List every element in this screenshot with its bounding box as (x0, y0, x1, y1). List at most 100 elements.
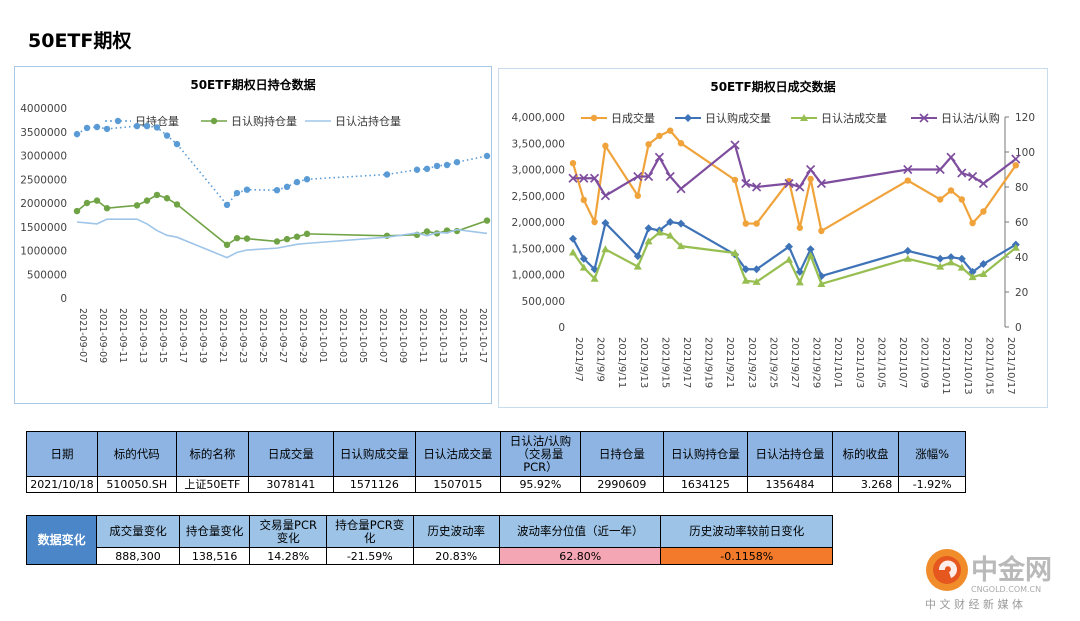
chart2-data-point (818, 227, 825, 235)
chart2-data-point (968, 267, 977, 276)
cngold-logo: 中金网 CNGOLD.COM.CN 中 文 财 经 新 媒 体 (925, 546, 1075, 614)
chart2-data-point (795, 267, 804, 276)
chart2-data-point (806, 251, 815, 259)
chart2-data-point (644, 237, 653, 245)
chart1-y-tick: 4000000 (20, 103, 67, 115)
daily-data-table: 日期 标的代码 标的名称 日成交量 日认购成交量 日认沽成交量 日认沽/认购 （交易量 PCR）… (26, 431, 966, 493)
chart2-data-point (796, 224, 803, 231)
chart2-data-point (633, 171, 643, 182)
chart1-data-point (83, 124, 91, 132)
chart1-data-point (93, 197, 101, 204)
chart1-y-tick: 2000000 (20, 198, 67, 210)
chart1-data-point (293, 233, 301, 240)
chart1-y-tick: 3500000 (20, 127, 67, 139)
chart1-data-point (133, 202, 141, 209)
chart2-x-tick: 2021/10/5 (875, 337, 886, 388)
chart2-y-right-tick: 100 (1015, 147, 1035, 159)
chart1-x-tick: 2021-09-29 (297, 308, 308, 363)
chart1-data-point (173, 140, 181, 148)
chart2-data-point (568, 173, 578, 183)
chart2-data-point (968, 171, 978, 182)
chart2-data-point (569, 234, 577, 243)
holdings-chart: 50ETF期权日持仓数据 0 500000 1000000 1500000 2000000… (20, 77, 491, 363)
chart2-data-point (633, 252, 642, 261)
logo-name: 中金网 (971, 554, 1052, 586)
chart1-y-tick: 0 (60, 293, 67, 305)
table2-header: 历史波动率较前日变化 (660, 515, 833, 548)
chart1-x-tick: 2021-09-25 (257, 308, 268, 363)
chart2-x-tick: 2021/9/27 (789, 337, 800, 388)
chart1-x-tick: 2021-09-13 (137, 308, 148, 363)
table1-header: 日认沽成交量 (415, 431, 501, 477)
table1-cell: 2021/10/18 (26, 476, 98, 493)
chart2-data-point (579, 254, 588, 263)
chart1-data-point (143, 122, 151, 130)
chart1-x-tick: 2021-10-09 (397, 308, 408, 363)
chart1-x-tick: 2021-10-13 (437, 308, 448, 363)
chart2-data-point (785, 242, 793, 251)
table2-header: 波动率分位值（近一年） (498, 515, 662, 548)
chart1-data-point (413, 166, 421, 173)
chart2-data-point (947, 258, 955, 266)
table1-header: 日期 (26, 431, 98, 477)
chart2-data-point (579, 173, 589, 183)
chart2-data-point (667, 127, 674, 134)
table2-header: 持仓量PCR变化 (326, 515, 414, 548)
chart1-x-tick: 2021-09-09 (97, 308, 108, 363)
chart1-data-point (233, 234, 241, 242)
chart2-data-point (806, 164, 816, 175)
chart2-y-left-tick: 500,000 (522, 296, 565, 308)
chart2-x-tick: 2021/10/7 (897, 337, 908, 388)
chart2-x-tick: 2021/10/3 (854, 337, 865, 388)
chart2-data-point (979, 260, 988, 268)
chart1-data-point (303, 176, 311, 183)
chart1-data-point (383, 171, 391, 178)
chart1-legend-marker (114, 117, 122, 125)
table2-header: 交易量PCR 变化 (249, 515, 328, 548)
chart2-data-point (1011, 154, 1021, 164)
chart2-data-point (590, 173, 600, 183)
table1-cell: 1634125 (662, 476, 749, 493)
chart1-data-point (273, 238, 281, 245)
chart2-y-left-tick: 3,000,000 (512, 165, 565, 177)
chart2-data-point (591, 218, 598, 226)
chart1-y-tick: 500000 (27, 269, 67, 281)
chart2-x-tick: 2021/9/13 (638, 337, 649, 388)
chart1-data-point (243, 235, 251, 242)
chart2-data-point (644, 171, 654, 182)
chart2-legend-marker (684, 114, 692, 122)
chart1-data-point (103, 205, 111, 212)
table1-cell: 95.92% (499, 476, 582, 493)
chart1-data-point (153, 191, 161, 199)
volume-chart: 50ETF期权日成交数据 0 500,000 1,000,000 1,500,000 2,… (512, 79, 1036, 395)
chart2-data-point (580, 196, 587, 204)
chart2-data-point (936, 262, 945, 270)
chart1-x-tick: 2021-10-03 (337, 308, 348, 363)
chart2-data-point (731, 176, 739, 184)
chart2-x-tick: 2021/9/29 (811, 337, 822, 388)
chart1-x-tick: 2021-09-19 (197, 308, 208, 363)
chart2-x-tick: 2021/9/19 (703, 337, 714, 388)
chart2-y-right-tick: 80 (1015, 182, 1028, 194)
table1-header: 日成交量 (248, 431, 334, 477)
chart2-data-point (742, 220, 749, 227)
chart1-x-tick: 2021-09-07 (77, 308, 88, 363)
chart1-x-tick: 2021-10-17 (477, 308, 488, 363)
chart2-data-point (947, 253, 955, 262)
chart2-data-point (980, 208, 987, 215)
table1-cell: 上证50ETF (175, 476, 250, 493)
chart2-legend-marker (800, 114, 808, 121)
chart2-data-point (654, 152, 664, 162)
chart2-data-point (677, 140, 685, 147)
chart2-data-point (785, 255, 793, 263)
table1-header: 日认购持仓量 (662, 431, 749, 477)
table1-cell: 1507015 (415, 476, 501, 493)
change-data-table: 数据变化 成交量变化 持仓量变化 交易量PCR 变化 持仓量PCR变化历史波动率 波动率分位… (25, 515, 833, 565)
table1-header: 日持仓量 (580, 431, 664, 477)
chart2-x-tick: 2021/9/23 (746, 337, 757, 388)
chart2-data-point (633, 262, 642, 270)
chart2-data-point (666, 218, 675, 226)
chart1-title: 50ETF期权日持仓数据 (190, 77, 315, 92)
chart2-data-point (665, 171, 675, 182)
chart2-y-right-tick: 40 (1015, 252, 1028, 264)
